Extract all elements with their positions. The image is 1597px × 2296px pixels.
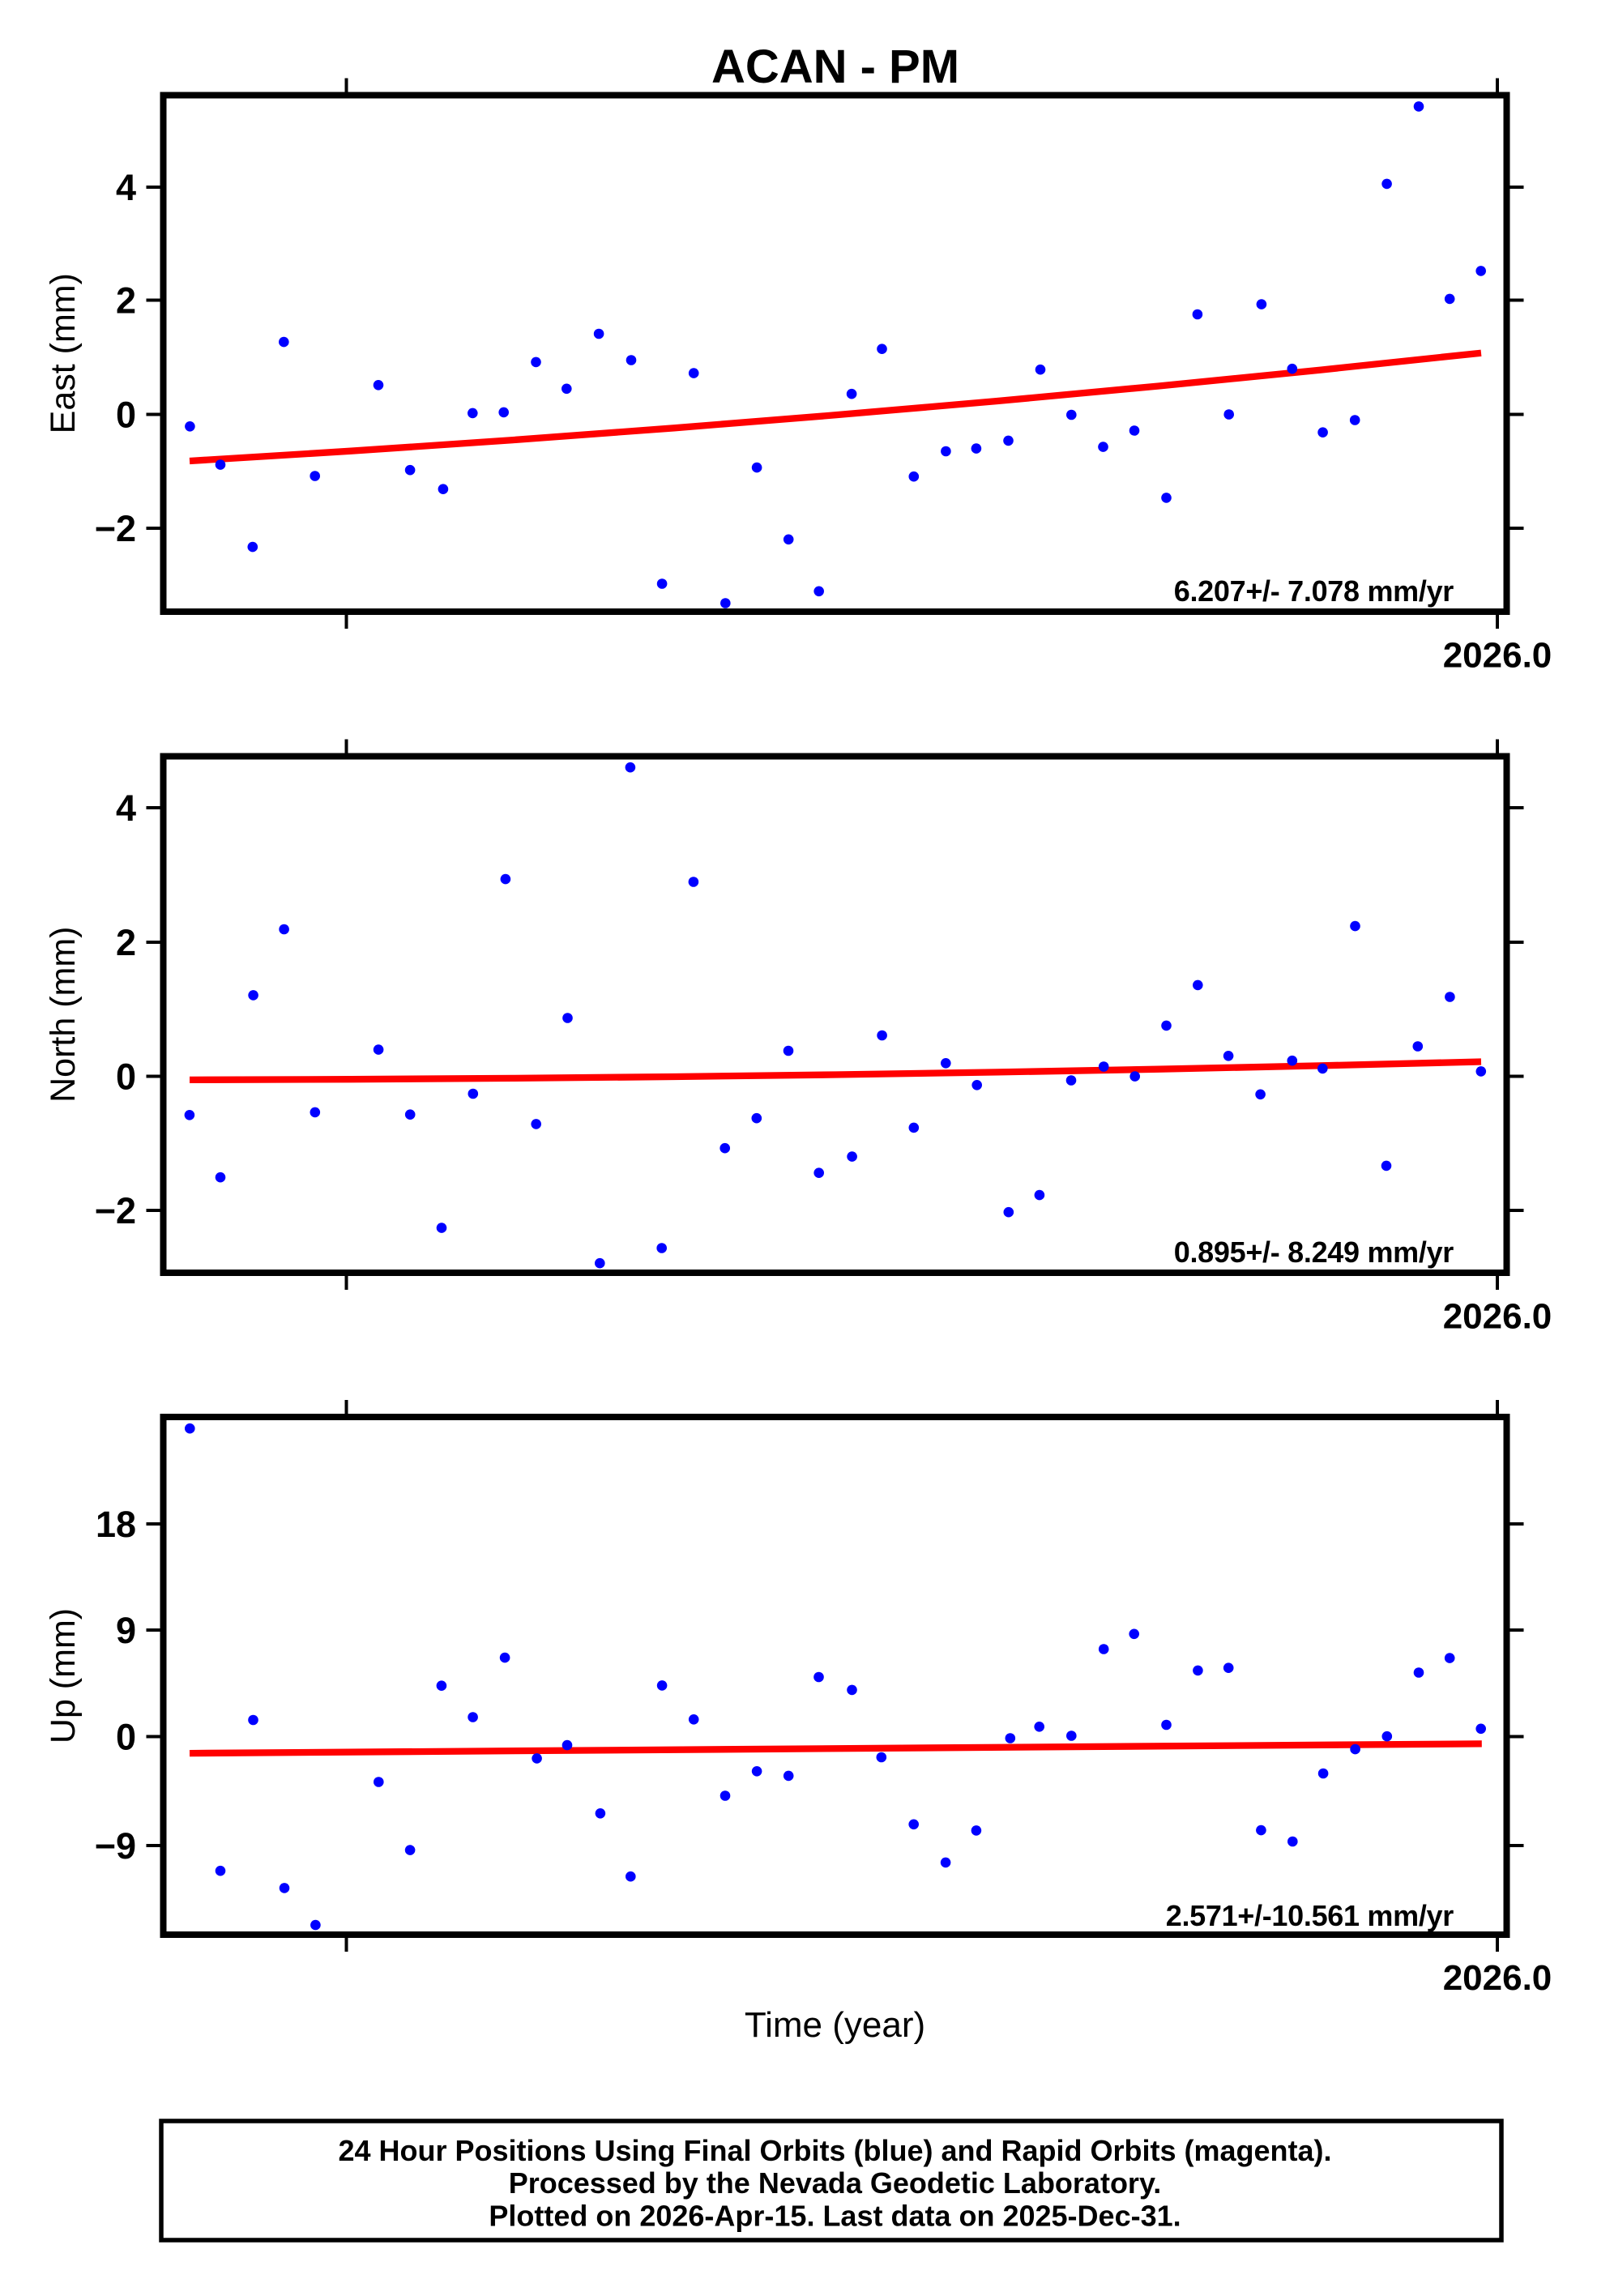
svg-text:2026.0: 2026.0: [1443, 636, 1552, 676]
svg-text:6.207+/- 7.078 mm/yr: 6.207+/- 7.078 mm/yr: [1174, 574, 1454, 608]
svg-text:0.895+/- 8.249 mm/yr: 0.895+/- 8.249 mm/yr: [1174, 1235, 1454, 1269]
svg-text:0: 0: [116, 1717, 136, 1758]
svg-text:2: 2: [116, 280, 136, 322]
svg-text:2.571+/-10.561 mm/yr: 2.571+/-10.561 mm/yr: [1166, 1899, 1454, 1932]
svg-text:North (mm): North (mm): [44, 927, 83, 1103]
svg-text:18: 18: [96, 1504, 136, 1545]
svg-text:−2: −2: [95, 508, 136, 549]
svg-text:0: 0: [116, 395, 136, 436]
svg-text:2026.0: 2026.0: [1443, 1297, 1552, 1337]
svg-text:0: 0: [116, 1056, 136, 1098]
svg-text:2026.0: 2026.0: [1443, 1958, 1552, 1998]
svg-text:4: 4: [116, 787, 136, 829]
svg-text:Plotted on 2026-Apr-15. Last d: Plotted on 2026-Apr-15. Last data on 202…: [489, 2200, 1181, 2233]
svg-text:ACAN - PM: ACAN - PM: [711, 41, 959, 93]
svg-text:24 Hour Positions Using Final: 24 Hour Positions Using Final Orbits (bl…: [338, 2134, 1331, 2167]
svg-text:Time (year): Time (year): [745, 2005, 925, 2045]
svg-text:9: 9: [116, 1610, 136, 1651]
svg-text:4: 4: [116, 167, 136, 208]
svg-text:−2: −2: [95, 1190, 136, 1231]
svg-text:Up (mm): Up (mm): [44, 1608, 83, 1743]
svg-text:−9: −9: [95, 1825, 136, 1867]
svg-text:2: 2: [116, 922, 136, 963]
svg-text:East (mm): East (mm): [44, 273, 83, 433]
svg-text:Processed by the Nevada Geodet: Processed by the Nevada Geodetic Laborat…: [509, 2166, 1162, 2200]
